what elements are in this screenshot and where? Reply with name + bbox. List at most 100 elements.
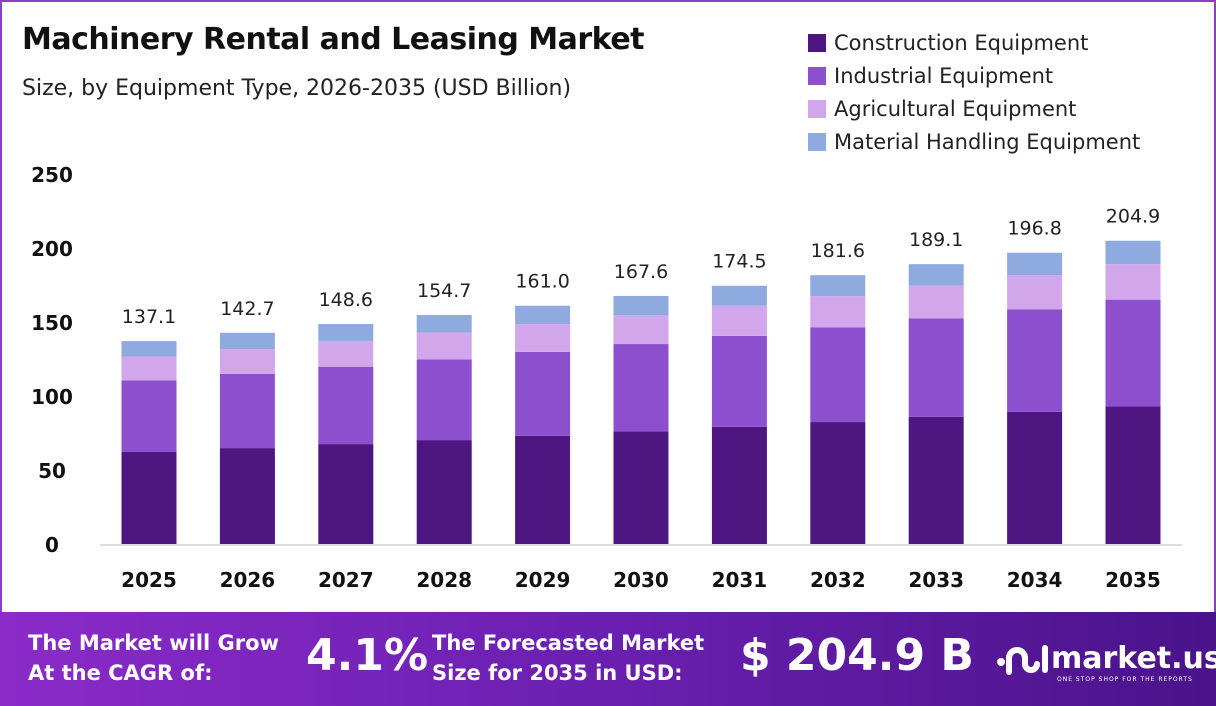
bar-segment-material-handling-equipment [121, 341, 177, 357]
bar-segment-construction-equipment [908, 416, 964, 544]
cagr-value: 4.1% [306, 630, 429, 681]
x-tick-label: 2031 [712, 568, 768, 592]
chart-title: Machinery Rental and Leasing Market [22, 22, 645, 57]
bar-segment-agricultural-equipment [1105, 264, 1161, 300]
legend-label: Construction Equipment [834, 30, 1089, 55]
footer-banner: The Market will Grow At the CAGR of: 4.1%… [0, 612, 1216, 706]
legend-swatch [808, 66, 826, 85]
legend: Construction Equipment Industrial Equipme… [808, 26, 1140, 158]
x-tick-label: 2028 [416, 568, 472, 592]
data-label: 204.9 [1106, 206, 1160, 228]
bar-segment-agricultural-equipment [515, 324, 571, 352]
bar-segment-agricultural-equipment [1007, 275, 1063, 310]
bar-segment-industrial-equipment [318, 366, 374, 445]
bar-segment-material-handling-equipment [219, 332, 275, 350]
bar-segment-industrial-equipment [515, 351, 571, 436]
bar-segment-agricultural-equipment [711, 305, 767, 336]
bar-segment-industrial-equipment [613, 344, 669, 432]
logo-mark-icon [997, 645, 1048, 675]
y-tick-label: 50 [38, 459, 66, 483]
data-label: 161.0 [515, 271, 569, 293]
bar-segment-construction-equipment [613, 431, 669, 544]
bar-segment-agricultural-equipment [613, 315, 669, 345]
data-label: 137.1 [122, 306, 176, 328]
bar-segment-industrial-equipment [1105, 299, 1161, 407]
x-tick-label: 2027 [318, 568, 374, 592]
data-label: 174.5 [712, 251, 766, 273]
x-tick-label: 2033 [908, 568, 964, 592]
bar-segment-construction-equipment [1007, 411, 1063, 544]
legend-label: Agricultural Equipment [834, 96, 1077, 121]
legend-swatch [808, 33, 826, 52]
bar-segment-material-handling-equipment [515, 305, 571, 325]
bar-segment-construction-equipment [711, 426, 767, 544]
forecast-label-line1: The Forecasted Market [432, 631, 705, 655]
data-label: 167.6 [614, 261, 668, 283]
y-tick-label: 200 [31, 237, 73, 261]
bar-segment-industrial-equipment [908, 318, 964, 417]
bar-segment-construction-equipment [515, 435, 571, 544]
x-tick-label: 2025 [121, 568, 177, 592]
forecast-label: The Forecasted Market Size for 2035 in US… [432, 628, 704, 688]
data-label: 154.7 [417, 280, 471, 302]
bar-segment-material-handling-equipment [810, 275, 866, 297]
logo-text: market.us [1051, 640, 1216, 676]
legend-item: Construction Equipment [808, 26, 1140, 59]
forecast-label-line2: Size for 2035 in USD: [432, 661, 683, 685]
bar-segment-construction-equipment [121, 451, 177, 544]
legend-label: Material Handling Equipment [834, 129, 1141, 154]
y-tick-label: 0 [45, 533, 59, 557]
bar-segment-agricultural-equipment [219, 349, 275, 374]
x-tick-label: 2029 [515, 568, 571, 592]
bar-segment-agricultural-equipment [810, 296, 866, 328]
legend-item: Material Handling Equipment [808, 125, 1140, 158]
bar-segment-material-handling-equipment [711, 285, 767, 306]
legend-swatch [808, 99, 826, 118]
bar-segment-industrial-equipment [219, 373, 275, 449]
data-label: 189.1 [909, 229, 963, 251]
bar-segment-agricultural-equipment [416, 332, 472, 360]
y-tick-label: 100 [31, 385, 73, 409]
bar-segment-industrial-equipment [1007, 309, 1063, 412]
bar-segment-agricultural-equipment [121, 356, 177, 381]
bar-segment-material-handling-equipment [613, 295, 669, 316]
legend-item: Agricultural Equipment [808, 92, 1140, 125]
x-tick-label: 2035 [1105, 568, 1161, 592]
logo-tagline: ONE STOP SHOP FOR THE REPORTS [1057, 676, 1193, 683]
bar-segment-construction-equipment [219, 448, 275, 544]
cagr-label-line2: At the CAGR of: [28, 661, 213, 685]
x-tick-label: 2026 [220, 568, 276, 592]
y-tick-label: 150 [31, 311, 73, 335]
bar-segment-material-handling-equipment [416, 315, 472, 333]
data-label: 181.6 [811, 240, 865, 262]
bar-segment-material-handling-equipment [1105, 240, 1161, 265]
x-tick-label: 2030 [613, 568, 669, 592]
data-label: 142.7 [220, 298, 274, 320]
bar-segment-industrial-equipment [416, 359, 472, 441]
bar-segment-agricultural-equipment [908, 285, 964, 319]
bar-segment-material-handling-equipment [908, 264, 964, 286]
bar-segment-construction-equipment [318, 444, 374, 544]
bar-segment-material-handling-equipment [1007, 252, 1063, 276]
chart-area: 0 50 100 150 200 250 137.1 2025 142.7 2026 148.6 20… [31, 163, 1182, 592]
bar-segment-industrial-equipment [711, 335, 767, 427]
x-tick-label: 2034 [1007, 568, 1063, 592]
y-tick-label: 250 [31, 163, 73, 187]
bar-segment-construction-equipment [416, 440, 472, 544]
data-label: 148.6 [319, 289, 373, 311]
x-tick-label: 2032 [810, 568, 866, 592]
legend-item: Industrial Equipment [808, 59, 1140, 92]
bar-segment-construction-equipment [810, 422, 866, 544]
chart-subtitle: Size, by Equipment Type, 2026-2035 (USD … [22, 76, 572, 101]
bar-segment-agricultural-equipment [318, 340, 374, 367]
legend-label: Industrial Equipment [834, 63, 1054, 88]
forecast-value: $ 204.9 B [740, 630, 974, 681]
bar-segment-industrial-equipment [121, 380, 177, 452]
cagr-label: The Market will Grow At the CAGR of: [28, 628, 279, 688]
cagr-label-line1: The Market will Grow [28, 631, 279, 655]
bar-segment-industrial-equipment [810, 327, 866, 423]
bar-segment-construction-equipment [1105, 406, 1161, 544]
bar-segment-material-handling-equipment [318, 324, 374, 341]
data-label: 196.8 [1007, 218, 1061, 240]
